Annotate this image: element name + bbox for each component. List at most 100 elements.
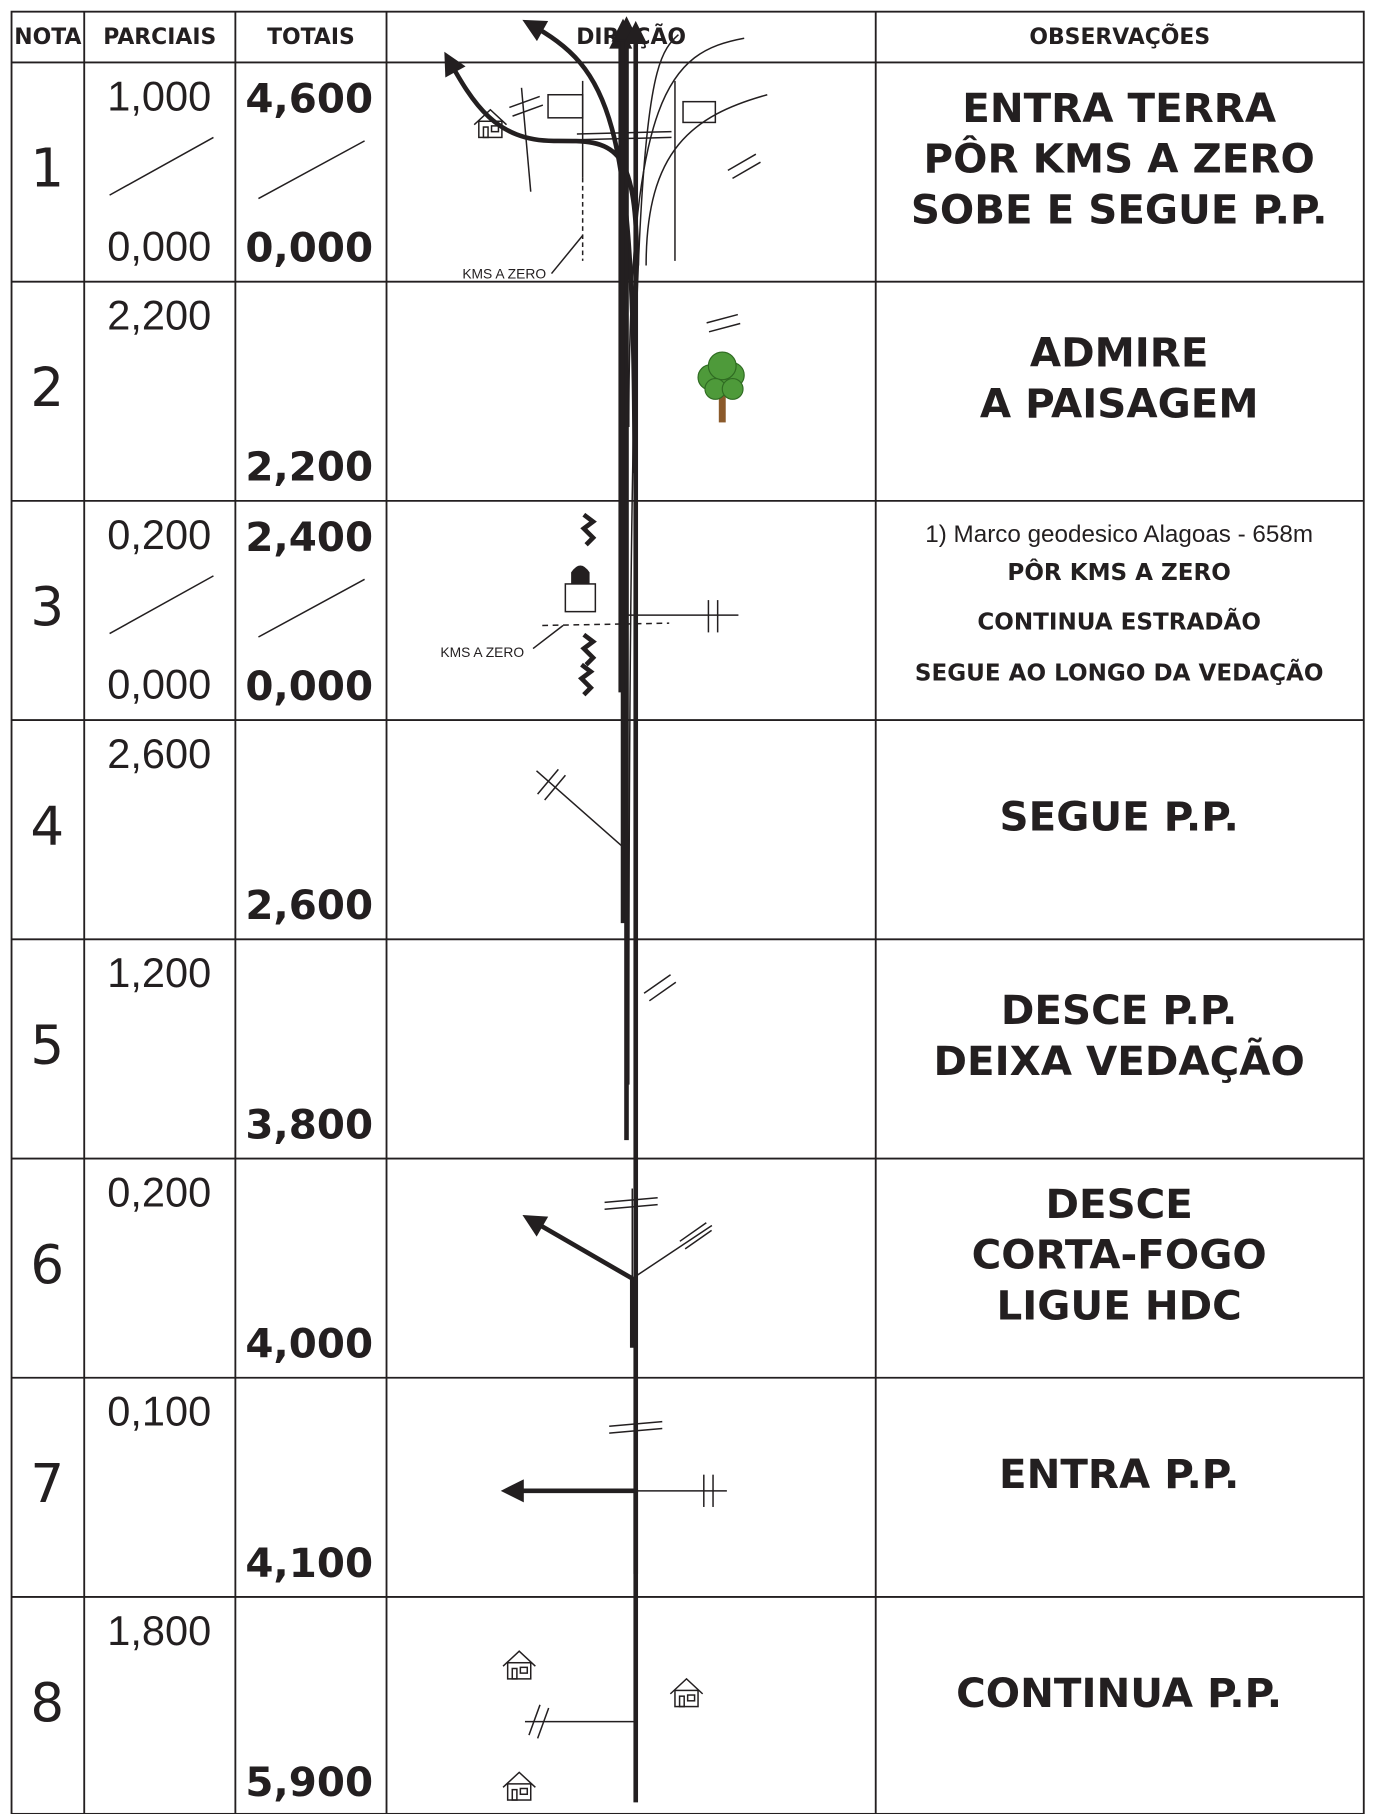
house-wall xyxy=(478,120,503,139)
hatch-line xyxy=(727,153,757,172)
house-wall xyxy=(506,1661,532,1680)
total: 2,400 xyxy=(245,514,373,561)
road xyxy=(631,1224,713,1280)
nota: 7 xyxy=(30,1453,64,1515)
track-hatch xyxy=(509,95,544,117)
parcial: 0,000 xyxy=(107,661,211,708)
track-hatch xyxy=(707,600,719,633)
nota: 3 xyxy=(30,576,64,638)
total: 0,000 xyxy=(245,663,373,710)
observation: DEIXA VEDAÇÃO xyxy=(933,1036,1304,1085)
track-hatch xyxy=(706,313,741,333)
observation: ENTRA TERRA xyxy=(962,85,1277,132)
header-cell: PARCIAIS xyxy=(103,25,216,50)
hatch-line xyxy=(536,1707,550,1739)
fence-zigzag xyxy=(580,512,597,547)
hatch-line xyxy=(684,1229,713,1250)
house-roof xyxy=(473,108,508,126)
house-icon xyxy=(669,1677,704,1708)
nota: 6 xyxy=(30,1234,64,1296)
observation: DESCE P.P. xyxy=(1001,987,1237,1034)
hatch-line xyxy=(528,1704,541,1736)
observation: ADMIRE xyxy=(1030,329,1209,376)
fence-icon xyxy=(577,662,595,697)
observation: CONTINUA P.P. xyxy=(956,1670,1282,1717)
lock-body xyxy=(564,583,597,613)
road xyxy=(109,136,214,196)
total: 0,000 xyxy=(245,224,373,271)
tree-crown xyxy=(707,351,737,381)
track-hatch xyxy=(703,1474,714,1507)
house-roof xyxy=(669,1677,704,1695)
house-icon xyxy=(502,1771,536,1801)
hatch-line xyxy=(509,95,540,109)
parcial: 0,200 xyxy=(107,1168,211,1215)
house-roof xyxy=(502,1771,536,1788)
track-hatch xyxy=(643,974,677,1002)
hatch-line xyxy=(537,768,559,795)
nota: 5 xyxy=(30,1015,64,1077)
parcial: 1,800 xyxy=(107,1607,211,1654)
parcial: 0,000 xyxy=(107,222,211,269)
road xyxy=(550,235,584,275)
hatch-line xyxy=(679,1222,707,1242)
road xyxy=(520,87,532,192)
hatch-line xyxy=(708,322,741,333)
road xyxy=(645,94,768,266)
road xyxy=(258,578,365,638)
house-wall xyxy=(506,1783,532,1801)
house-icon xyxy=(502,1650,536,1680)
road xyxy=(628,34,679,1085)
total: 2,200 xyxy=(245,444,373,491)
house-window xyxy=(686,1694,696,1702)
road xyxy=(604,1203,658,1211)
house-window xyxy=(490,125,500,133)
observation: SEGUE AO LONGO DA VEDAÇÃO xyxy=(915,658,1324,686)
tree-crown xyxy=(721,377,744,400)
parcial: 2,600 xyxy=(107,730,211,777)
nota: 8 xyxy=(30,1672,64,1734)
route-arrow xyxy=(522,19,637,474)
road xyxy=(258,140,365,200)
total: 5,900 xyxy=(245,1759,373,1806)
observation: ENTRA P.P. xyxy=(999,1451,1239,1498)
hatch-line xyxy=(648,981,677,1002)
observation: LIGUE HDC xyxy=(997,1283,1242,1330)
fence-icon xyxy=(580,632,597,667)
observation: PÔR KMS A ZERO xyxy=(924,135,1315,183)
house-door xyxy=(511,1667,518,1680)
house-door xyxy=(511,1788,518,1801)
road xyxy=(604,1197,658,1204)
parcial: 0,200 xyxy=(107,511,211,558)
total: 4,600 xyxy=(245,76,373,123)
tree-icon xyxy=(697,351,745,423)
hatch-line xyxy=(732,161,761,179)
track-hatch xyxy=(537,768,567,801)
fence-icon xyxy=(580,512,597,547)
direction-label: KMS A ZERO xyxy=(462,265,546,281)
house-door xyxy=(482,126,489,139)
observation: SOBE E SEGUE P.P. xyxy=(911,186,1328,233)
house-door xyxy=(678,1695,685,1708)
observation: 1) Marco geodesico Alagoas - 658m xyxy=(925,521,1313,548)
track-hatch xyxy=(727,153,761,179)
total: 4,000 xyxy=(245,1321,373,1368)
house-window xyxy=(519,1666,529,1674)
track-hatch xyxy=(528,1704,550,1739)
nota: 2 xyxy=(30,357,64,419)
hatch-line xyxy=(643,974,671,994)
route-arrow xyxy=(444,51,640,266)
hatch-line xyxy=(512,104,544,117)
total: 2,600 xyxy=(245,882,373,929)
observation: A PAISAGEM xyxy=(980,380,1259,427)
nota: 1 xyxy=(30,138,64,200)
total: 3,800 xyxy=(245,1101,373,1148)
route-arrow xyxy=(522,1215,634,1281)
hatch-line xyxy=(706,313,739,324)
house-roof xyxy=(502,1650,536,1667)
observation: CONTINUA ESTRADÃO xyxy=(977,608,1261,636)
tree-trunk xyxy=(718,385,726,423)
road xyxy=(109,575,214,635)
